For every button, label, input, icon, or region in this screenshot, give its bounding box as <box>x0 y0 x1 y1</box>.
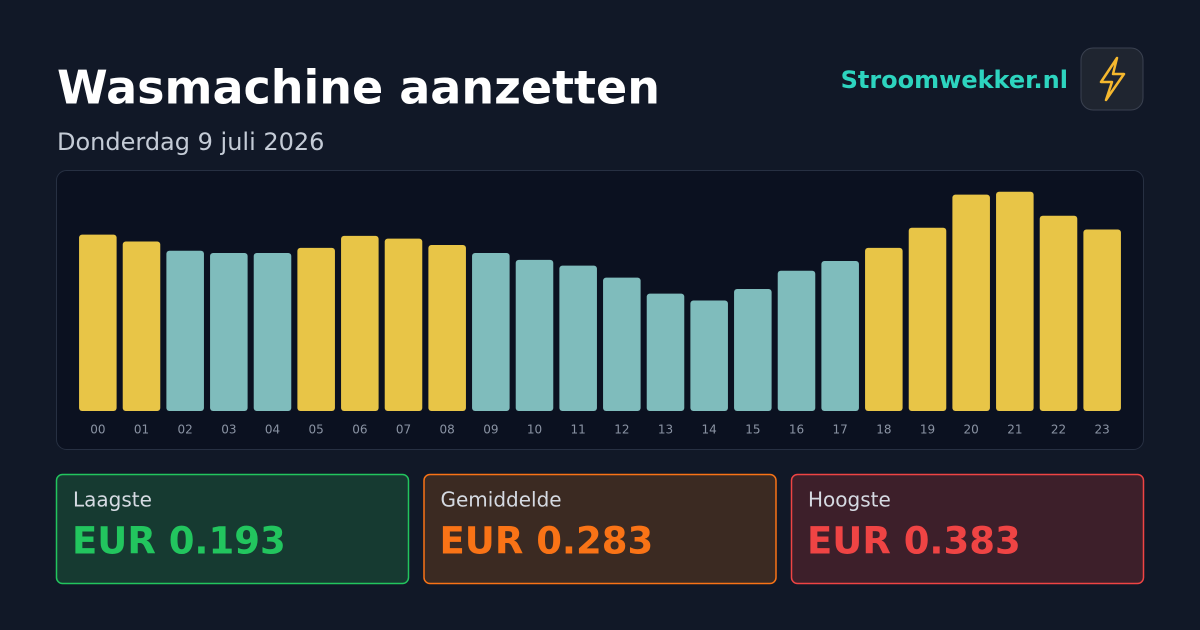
bar <box>253 252 292 411</box>
x-tick-label: 19 <box>920 423 935 437</box>
x-tick-label: 21 <box>1007 423 1022 437</box>
stat-value: EUR 0.283 <box>440 520 654 563</box>
bar <box>166 250 204 411</box>
bars: 00 01 02 03 04 05 06 07 08 09 10 11 12 13 14 15 16 17 18 19… <box>79 191 1121 437</box>
x-tick-label: 03 <box>221 423 236 437</box>
bar <box>952 194 990 411</box>
stat-label: Hoogste <box>808 488 891 512</box>
x-tick-label: 15 <box>745 423 760 437</box>
subtitle: Donderdag 9 juli 2026 <box>57 128 324 156</box>
x-tick-label: 06 <box>352 423 367 437</box>
bar <box>603 277 641 411</box>
bar <box>690 300 728 411</box>
x-tick-label: 05 <box>309 423 324 437</box>
stat-card <box>55 473 410 585</box>
x-tick-label: 13 <box>658 423 673 437</box>
x-tick-label: 18 <box>876 423 891 437</box>
bar <box>777 270 816 411</box>
x-tick-label: 04 <box>265 423 280 437</box>
bar <box>79 234 117 411</box>
x-tick-label: 16 <box>789 423 804 437</box>
stat-card <box>790 473 1145 585</box>
stat-cards: Laagste EUR 0.193 Gemiddelde EUR 0.283 Hoogs… <box>55 473 1145 585</box>
x-tick-label: 22 <box>1051 423 1066 437</box>
brand-icon <box>1080 47 1144 111</box>
x-tick-label: 14 <box>702 423 717 437</box>
x-tick-label: 02 <box>178 423 193 437</box>
bar <box>515 259 554 411</box>
bar <box>297 247 335 411</box>
stat-value: EUR 0.193 <box>72 520 286 563</box>
bar <box>865 247 903 411</box>
stat-label: Gemiddelde <box>441 488 562 512</box>
x-tick-label: 10 <box>527 423 542 437</box>
bar <box>210 252 248 411</box>
bar <box>1083 229 1121 411</box>
x-tick-label: 08 <box>440 423 455 437</box>
x-tick-label: 17 <box>833 423 848 437</box>
title: Wasmachine aanzetten <box>57 61 660 115</box>
bar <box>646 293 685 411</box>
bar <box>472 252 510 411</box>
stat-label: Laagste <box>73 488 152 512</box>
x-tick-label: 20 <box>964 423 979 437</box>
bar <box>428 244 466 411</box>
x-tick-label: 23 <box>1095 423 1110 437</box>
brand: Stroomwekker.nl <box>841 66 1068 94</box>
stat-value: EUR 0.383 <box>807 520 1021 563</box>
bar <box>908 227 947 411</box>
x-tick-label: 01 <box>134 423 149 437</box>
bar <box>122 241 161 411</box>
lightning <box>1099 56 1126 102</box>
bar <box>734 289 772 411</box>
x-tick-label: 07 <box>396 423 411 437</box>
x-tick-label: 12 <box>614 423 629 437</box>
bar <box>384 238 423 411</box>
stat-card <box>423 473 777 585</box>
x-tick-label: 09 <box>483 423 498 437</box>
bar <box>1039 215 1078 411</box>
x-tick-label: 00 <box>90 423 105 437</box>
x-tick-label: 11 <box>571 423 586 437</box>
bar <box>821 261 859 411</box>
bar <box>996 191 1034 411</box>
icon-box <box>1080 47 1144 111</box>
bar <box>559 265 597 411</box>
bar <box>341 235 379 411</box>
